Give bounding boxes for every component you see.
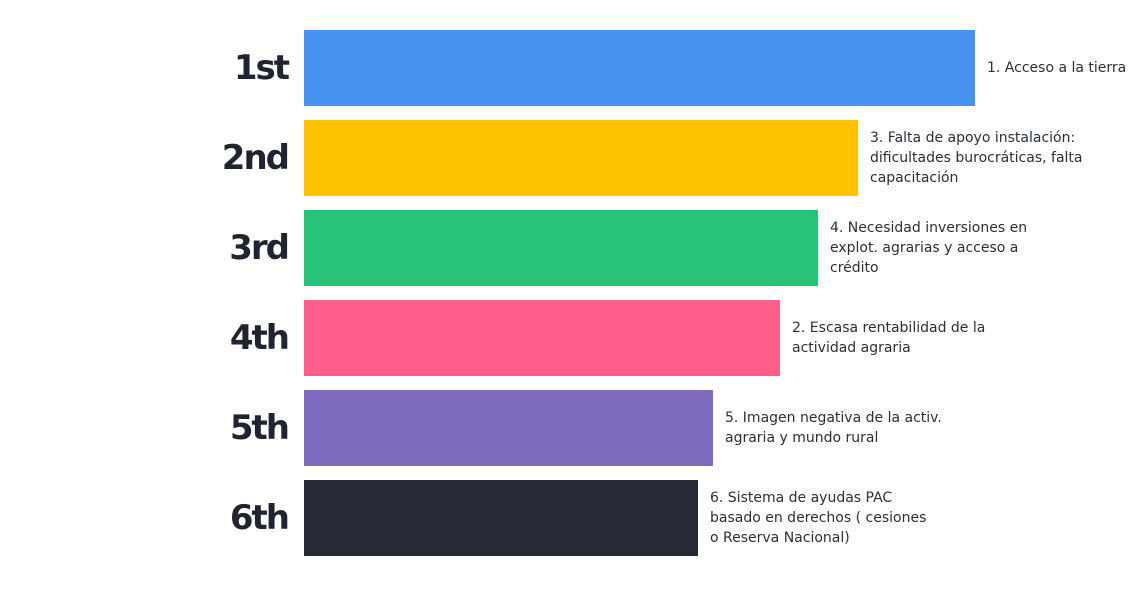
bar-label-line: o Reserva Nacional) bbox=[710, 530, 850, 546]
bar-label-line: actividad agraria bbox=[792, 340, 911, 356]
bar-label-line: capacitación bbox=[870, 170, 959, 186]
bar bbox=[304, 300, 780, 376]
rank-label: 1st bbox=[233, 48, 290, 88]
rank-label: 2nd bbox=[221, 138, 290, 178]
bar bbox=[304, 30, 975, 106]
bar-label-line: 5. Imagen negativa de la activ. bbox=[725, 410, 942, 426]
bar-label-line: explot. agrarias y acceso a bbox=[830, 240, 1019, 256]
bar-label: 5. Imagen negativa de la activ. agraria y… bbox=[725, 408, 942, 448]
bar bbox=[304, 480, 698, 556]
bar bbox=[304, 210, 818, 286]
bar-label: 3. Falta de apoyo instalación: dificultad… bbox=[870, 128, 1083, 188]
bar-label-line: agraria y mundo rural bbox=[725, 430, 879, 446]
bar-label: 1. Acceso a la tierra bbox=[987, 58, 1126, 78]
rank-label: 6th bbox=[229, 498, 290, 538]
bar-label: 6. Sistema de ayudas PAC basado en derech… bbox=[710, 488, 926, 548]
bar-label-line: basado en derechos ( cesiones bbox=[710, 510, 927, 526]
bar-label-line: crédito bbox=[830, 260, 879, 276]
rank-label: 3rd bbox=[229, 228, 290, 268]
bar-label-line: 6. Sistema de ayudas PAC bbox=[710, 490, 893, 506]
bar bbox=[304, 120, 858, 196]
bar-label-line: 3. Falta de apoyo instalación: bbox=[870, 130, 1076, 146]
bar bbox=[304, 390, 713, 466]
bar-label-line: 2. Escasa rentabilidad de la bbox=[792, 320, 986, 336]
bar-label: 4. Necesidad inversiones en explot. agrar… bbox=[830, 218, 1027, 278]
bar-label: 2. Escasa rentabilidad de la actividad ag… bbox=[792, 318, 985, 358]
bar-label-line: 1. Acceso a la tierra bbox=[987, 60, 1127, 76]
rank-label: 4th bbox=[229, 318, 290, 358]
rank-label: 5th bbox=[229, 408, 290, 448]
bar-label-line: dificultades burocráticas, falta bbox=[870, 150, 1083, 166]
bar-label-line: 4. Necesidad inversiones en bbox=[830, 220, 1028, 236]
